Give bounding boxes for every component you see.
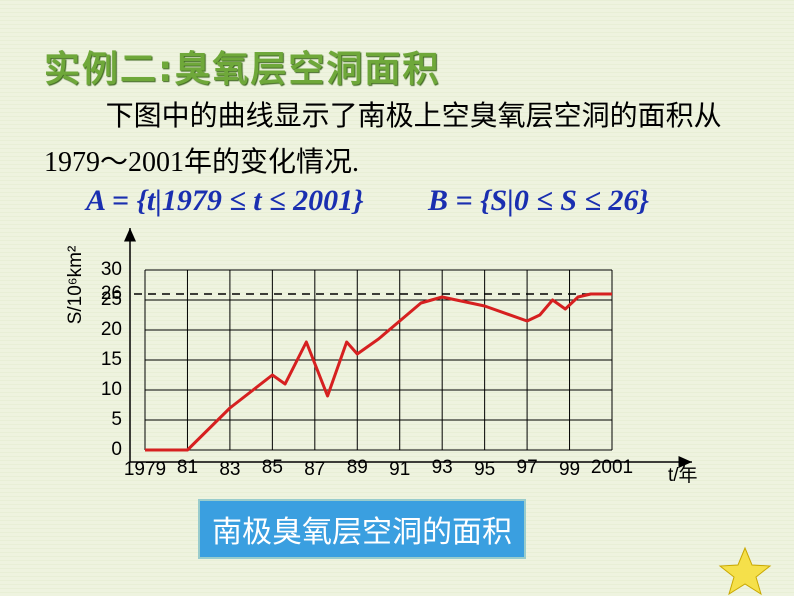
x-tick-label: 1979 — [124, 459, 166, 480]
formula-a: A = {t|1979 ≤ t ≤ 2001} — [86, 184, 364, 217]
x-tick-label: 97 — [517, 457, 538, 478]
x-tick-label: 2001 — [591, 457, 633, 478]
x-tick-label: 85 — [262, 457, 283, 478]
y-tick-label: 0 — [111, 439, 122, 460]
x-tick-label: 89 — [347, 457, 368, 478]
caption-button: 南极臭氧层空洞的面积 — [198, 499, 526, 559]
data-line — [145, 292, 612, 452]
slide-title: 实例二:臭氧层空洞面积 — [44, 49, 441, 90]
y-tick-label: 26 — [101, 283, 122, 304]
x-tick-label: 91 — [389, 459, 410, 480]
y-tick-label: 20 — [101, 319, 122, 340]
y-tick-label: 30 — [101, 259, 122, 280]
x-axis-label: t/年 — [668, 464, 698, 486]
star-decoration — [718, 546, 772, 596]
y-tick-label: 15 — [101, 349, 122, 370]
y-tick-label: 10 — [101, 379, 122, 400]
y-axis-label: S/10⁶km² — [65, 246, 86, 325]
x-tick-label: 99 — [559, 459, 580, 480]
y-tick-label: 25 — [101, 289, 122, 310]
x-tick-label: 95 — [474, 459, 495, 480]
x-tick-label: 83 — [219, 459, 240, 480]
y-tick-label: 5 — [111, 409, 122, 430]
x-tick-label: 93 — [432, 457, 453, 478]
x-tick-label: 81 — [177, 457, 198, 478]
x-tick-label: 87 — [304, 459, 325, 480]
formula-b: B = {S|0 ≤ S ≤ 26} — [428, 184, 649, 217]
paragraph: 下图中的曲线显示了南极上空臭氧层空洞的面积从1979～2001年的变化情况. — [44, 101, 722, 178]
